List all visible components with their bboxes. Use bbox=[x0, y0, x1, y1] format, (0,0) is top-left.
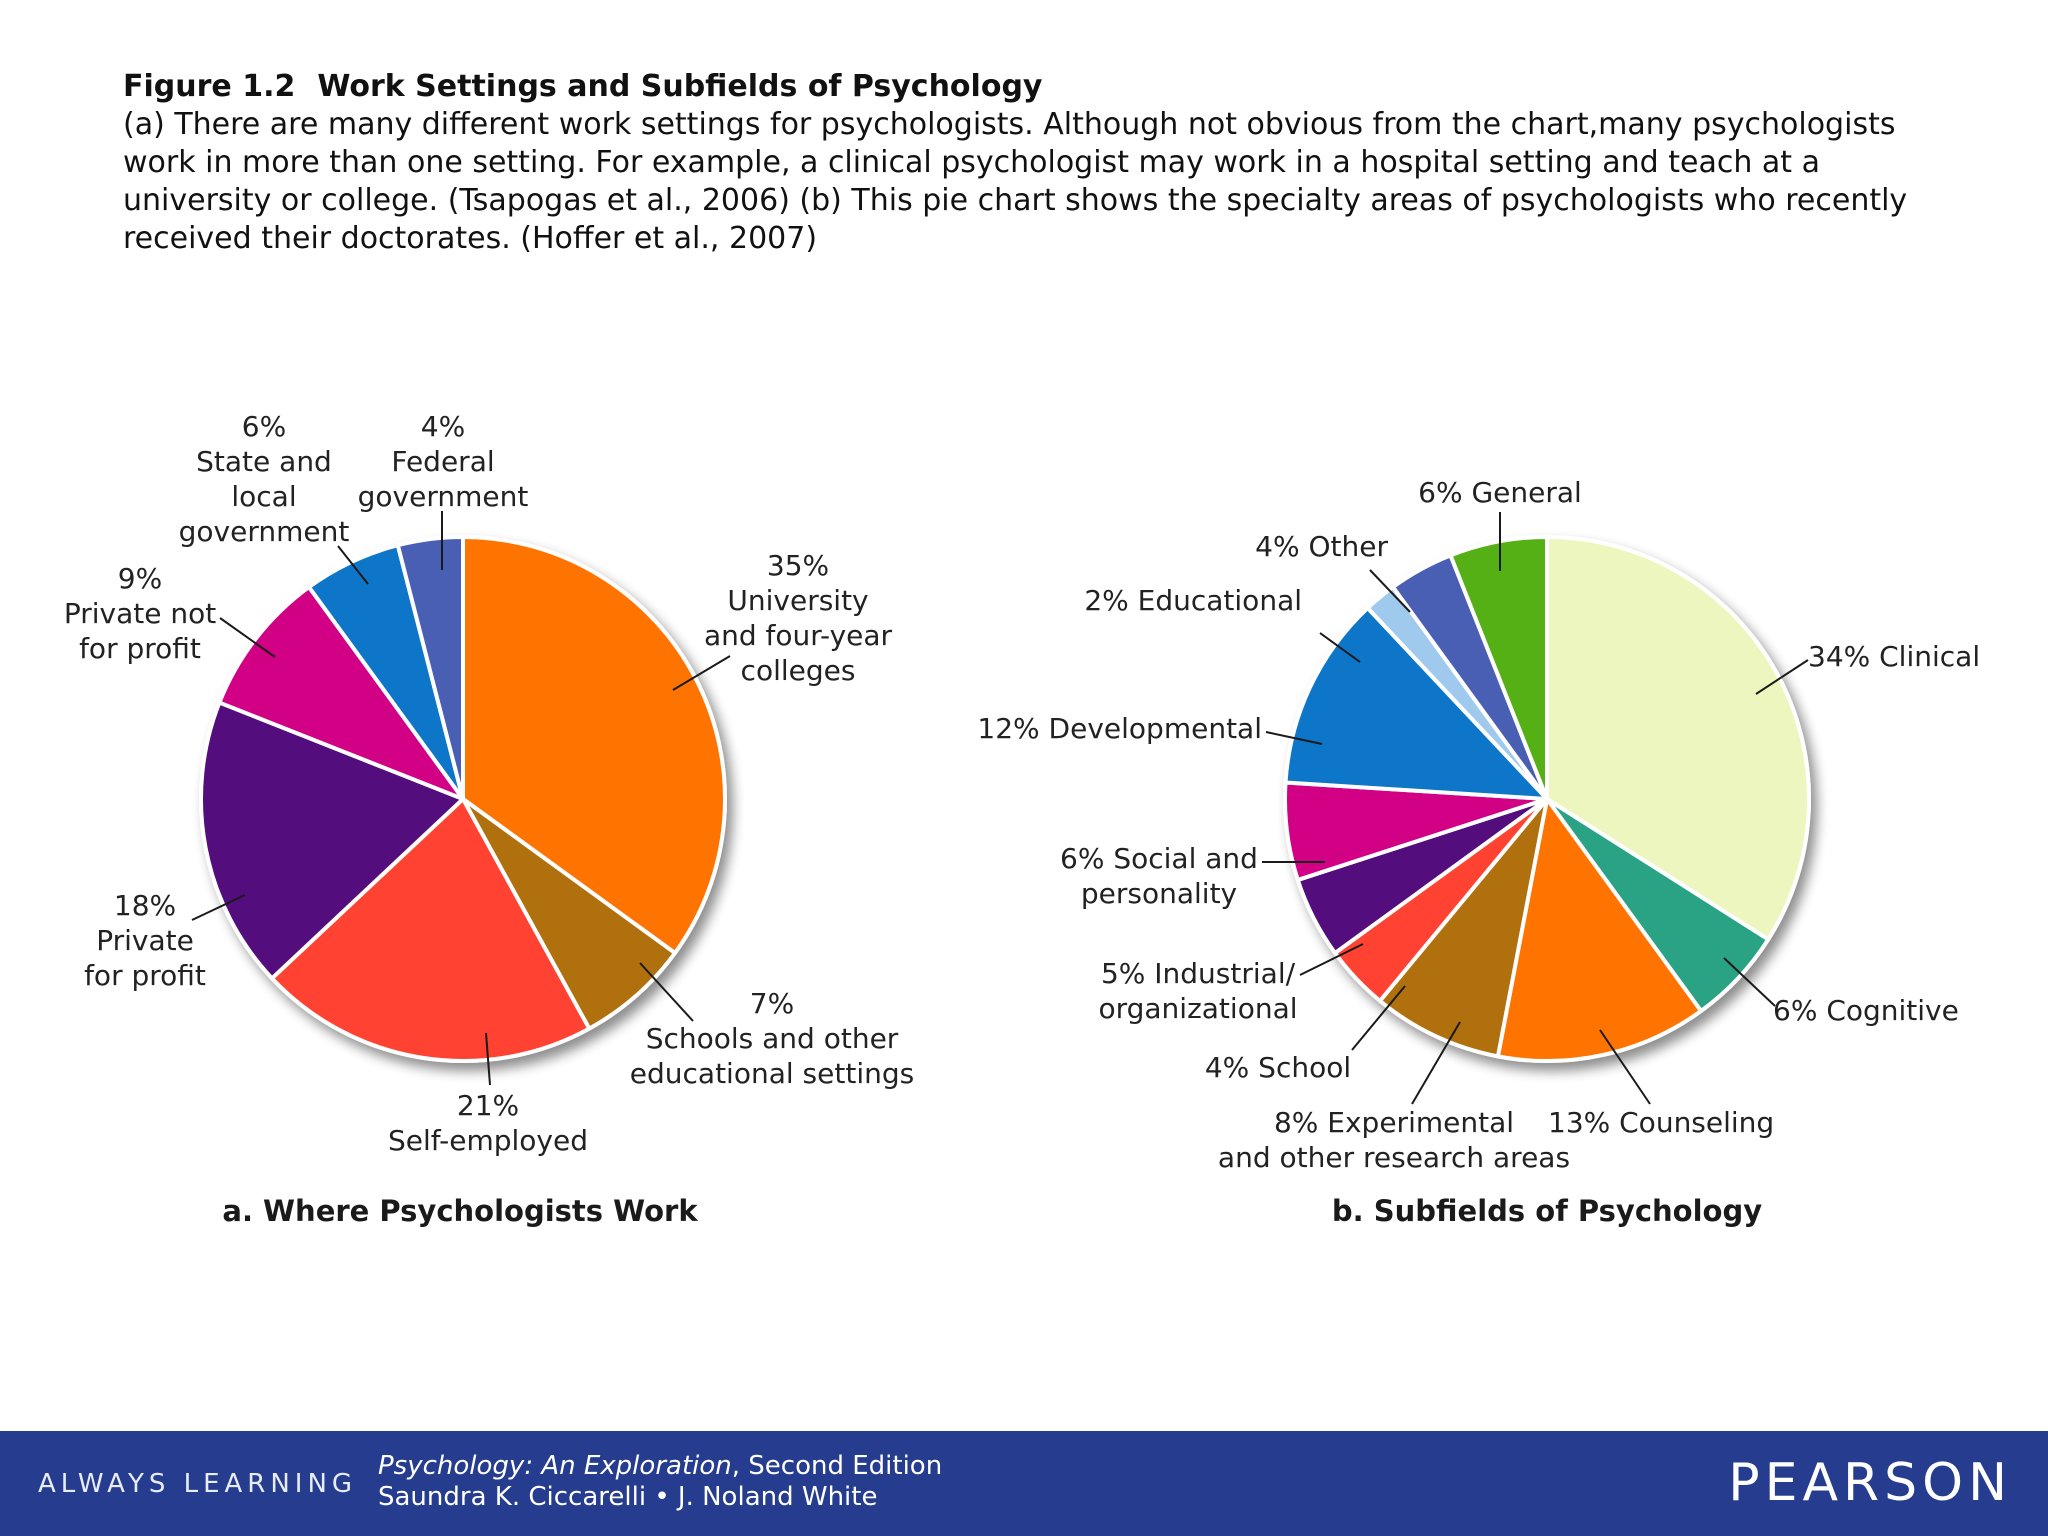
pie-slice bbox=[199, 700, 465, 981]
slice-label: 6% Cognitive bbox=[1773, 994, 1959, 1027]
pie-slice bbox=[1377, 797, 1549, 1059]
footer-tagline: ALWAYS LEARNING bbox=[38, 1469, 358, 1499]
slice-label: government bbox=[358, 480, 529, 513]
slice-label: colleges bbox=[741, 654, 856, 687]
slice-label: local bbox=[231, 480, 296, 513]
slice-label: 6% Social and bbox=[1060, 842, 1258, 875]
slice-label: for profit bbox=[79, 632, 201, 665]
slice-label: 4% School bbox=[1205, 1051, 1351, 1084]
slice-label: 4% bbox=[421, 410, 465, 443]
slice-label: 13% Counseling bbox=[1548, 1106, 1774, 1139]
slice-label: 18% bbox=[114, 889, 176, 922]
publisher-logo: PEARSON bbox=[1728, 1453, 2012, 1513]
slice-label: State and bbox=[196, 445, 332, 478]
slice-label: government bbox=[179, 515, 350, 548]
footer-bar: ALWAYS LEARNING Psychology: An Explorati… bbox=[0, 1431, 2048, 1536]
leader-line bbox=[639, 962, 694, 1022]
book-authors: Saundra K. Ciccarelli • J. Noland White bbox=[378, 1482, 878, 1512]
leader-line bbox=[672, 655, 731, 691]
slice-label: 5% Industrial/ bbox=[1101, 957, 1296, 990]
chart-title: a. Where Psychologists Work bbox=[222, 1194, 698, 1228]
leader-line bbox=[191, 894, 246, 921]
pie-slice bbox=[217, 585, 465, 801]
figure-number: Figure 1.2 bbox=[123, 69, 296, 104]
pie-slice bbox=[461, 535, 727, 955]
leader-line bbox=[337, 545, 369, 585]
leader-line bbox=[1599, 1029, 1651, 1105]
book-title-line: Psychology: An Exploration, Second Editi… bbox=[378, 1451, 942, 1482]
slice-label: 7% bbox=[750, 987, 794, 1020]
pie-slice bbox=[1495, 797, 1703, 1063]
slice-label: 21% bbox=[457, 1089, 519, 1122]
pie-body bbox=[1283, 535, 1811, 1063]
slice-label: 2% Educational bbox=[1084, 584, 1302, 617]
slice-label: Self-employed bbox=[388, 1124, 588, 1157]
slice-label: Schools and other bbox=[646, 1022, 899, 1055]
leader-line bbox=[1369, 569, 1411, 613]
leader-line bbox=[1723, 957, 1776, 1007]
slice-label: for profit bbox=[84, 959, 206, 992]
slice-label: Private not bbox=[64, 597, 216, 630]
figure-title: Work Settings and Subfields of Psycholog… bbox=[317, 69, 1043, 104]
slice-label: 8% Experimental bbox=[1274, 1106, 1514, 1139]
pie-slice bbox=[270, 797, 592, 1063]
leader-line bbox=[219, 617, 276, 658]
slice-label: personality bbox=[1081, 877, 1237, 910]
slice-label: 6% General bbox=[1418, 476, 1582, 509]
book-title: Psychology: An Exploration bbox=[378, 1451, 732, 1481]
caption-text: (a) There are many different work settin… bbox=[123, 107, 1908, 256]
slice-label: 12% Developmental bbox=[977, 712, 1262, 745]
slice-label: and other research areas bbox=[1218, 1141, 1570, 1174]
slice-label: 34% Clinical bbox=[1808, 640, 1980, 673]
leader-line bbox=[1319, 632, 1361, 663]
pie-slice bbox=[395, 535, 465, 801]
leader-line bbox=[1351, 985, 1406, 1051]
slice-label: organizational bbox=[1098, 992, 1297, 1025]
slice-label: 4% Other bbox=[1255, 530, 1388, 563]
slice-label: University bbox=[727, 584, 868, 617]
slice-label: 35% bbox=[767, 549, 829, 582]
slice-label: educational settings bbox=[630, 1057, 914, 1090]
leader-line bbox=[1265, 731, 1323, 745]
slice-label: Private bbox=[96, 924, 194, 957]
book-info: Psychology: An Exploration, Second Editi… bbox=[378, 1451, 942, 1513]
leader-line bbox=[1755, 659, 1809, 695]
slice-label: 9% bbox=[118, 562, 162, 595]
leader-line bbox=[1299, 943, 1364, 976]
slice-label: and four-year bbox=[704, 619, 893, 652]
chart-title: b. Subfields of Psychology bbox=[1332, 1194, 1762, 1228]
pie-slice bbox=[461, 797, 677, 1031]
leader-line bbox=[485, 1032, 491, 1086]
book-edition: , Second Edition bbox=[731, 1451, 943, 1481]
figure-caption: Figure 1.2 Work Settings and Subfields of… bbox=[123, 68, 1963, 258]
pie-body bbox=[199, 535, 727, 1063]
slice-label: 6% bbox=[242, 410, 286, 443]
caption-heading: Figure 1.2 Work Settings and Subfields of… bbox=[123, 68, 1963, 106]
leader-line bbox=[1411, 1021, 1461, 1105]
slice-label: Federal bbox=[391, 445, 494, 478]
pie-chart-subfields: 34% Clinical 6% Cognitive 13% Counseling 8%… bbox=[977, 476, 1980, 1228]
pie-slice bbox=[1448, 535, 1549, 801]
